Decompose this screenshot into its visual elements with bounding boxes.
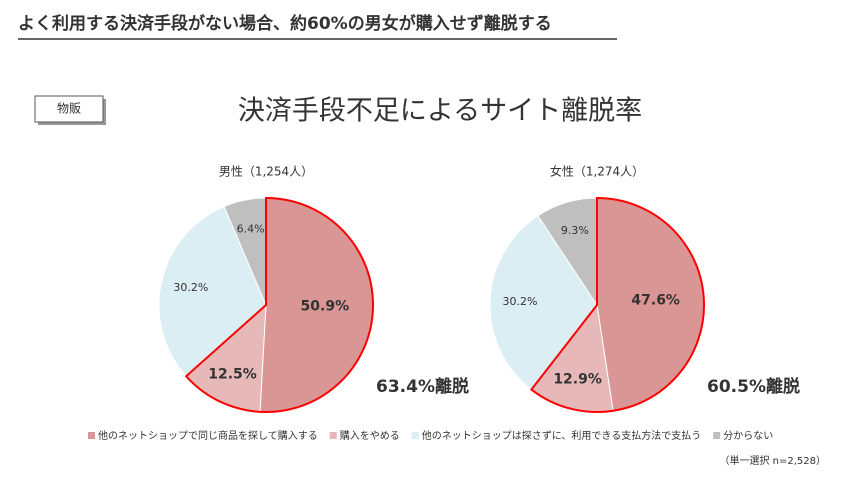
value-label: 50.9% — [301, 299, 350, 315]
legend-swatch — [411, 432, 419, 439]
legend-swatch — [88, 432, 95, 439]
legend-label: 購入をやめる — [340, 429, 400, 442]
header-title: よく利用する決済手段がない場合、約60%の男女が購入せず離脱する — [18, 13, 552, 34]
legend-swatch — [713, 432, 721, 439]
highlight-outline — [530, 196, 705, 413]
note: （単一選択 n=2,528） — [719, 454, 826, 467]
pie-title: 男性（1,254人） — [219, 165, 313, 179]
value-label: 6.4% — [237, 223, 265, 236]
value-label: 30.2% — [173, 281, 208, 294]
legend-label: 分からない — [723, 430, 773, 442]
value-label: 12.5% — [208, 366, 257, 382]
pie-title: 女性（1,274人） — [550, 164, 644, 179]
annotation: 60.5%離脱 — [707, 376, 800, 397]
annotation: 63.4%離脱 — [376, 376, 469, 397]
chart-title: 決済手段不足によるサイト離脱率 — [238, 96, 642, 127]
badge — [34, 95, 104, 123]
pie-slice — [489, 215, 598, 391]
value-label: 9.3% — [561, 224, 589, 237]
legend-label: 他のネットショップは探さずに、利用できる支払方法で支払う — [422, 429, 702, 442]
legend-label: 他のネットショップで同じ商品を探して購入する — [98, 429, 318, 442]
value-label: 47.6% — [631, 293, 680, 309]
legend-swatch — [329, 432, 337, 439]
badge-label: 物販 — [57, 102, 81, 116]
highlight-outline — [184, 196, 374, 413]
pie-slice — [158, 205, 267, 377]
value-label: 30.2% — [503, 295, 538, 308]
value-label: 12.9% — [553, 372, 602, 388]
